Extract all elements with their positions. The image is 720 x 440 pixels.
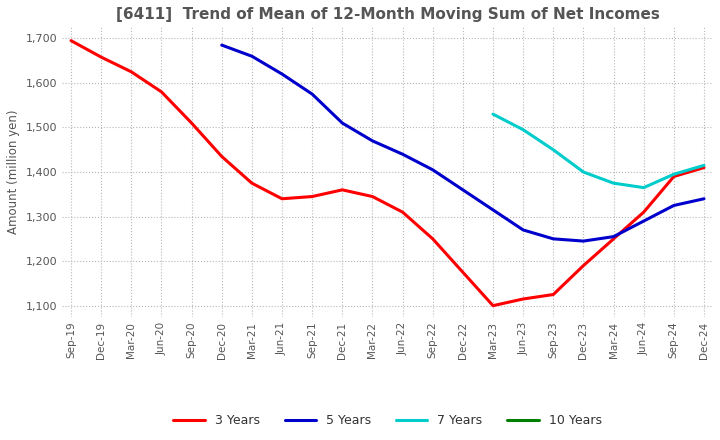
- 5 Years: [489, 207, 498, 213]
- 5 Years: [217, 42, 226, 48]
- 5 Years: [278, 71, 287, 77]
- 5 Years: [398, 152, 407, 157]
- 3 Years: [519, 297, 528, 302]
- 3 Years: [157, 89, 166, 95]
- 7 Years: [489, 111, 498, 117]
- 3 Years: [428, 236, 437, 242]
- 5 Years: [639, 218, 648, 224]
- 3 Years: [187, 121, 196, 126]
- 3 Years: [67, 38, 76, 43]
- Title: [6411]  Trend of Mean of 12-Month Moving Sum of Net Incomes: [6411] Trend of Mean of 12-Month Moving …: [116, 7, 660, 22]
- 3 Years: [338, 187, 346, 192]
- 5 Years: [579, 238, 588, 244]
- 5 Years: [428, 167, 437, 172]
- Line: 5 Years: 5 Years: [222, 45, 704, 241]
- 3 Years: [670, 174, 678, 179]
- 7 Years: [609, 180, 618, 186]
- 5 Years: [338, 121, 346, 126]
- 7 Years: [700, 163, 708, 168]
- 7 Years: [579, 169, 588, 175]
- Line: 3 Years: 3 Years: [71, 40, 704, 306]
- 3 Years: [700, 165, 708, 170]
- 3 Years: [489, 303, 498, 308]
- 3 Years: [248, 180, 256, 186]
- 3 Years: [308, 194, 317, 199]
- 5 Years: [308, 92, 317, 97]
- 3 Years: [398, 209, 407, 215]
- 5 Years: [459, 187, 467, 192]
- Line: 7 Years: 7 Years: [493, 114, 704, 187]
- 5 Years: [670, 203, 678, 208]
- 3 Years: [579, 263, 588, 268]
- 5 Years: [549, 236, 557, 242]
- 5 Years: [248, 54, 256, 59]
- 3 Years: [217, 154, 226, 159]
- 5 Years: [368, 138, 377, 143]
- 3 Years: [549, 292, 557, 297]
- Y-axis label: Amount (million yen): Amount (million yen): [7, 110, 20, 234]
- Legend: 3 Years, 5 Years, 7 Years, 10 Years: 3 Years, 5 Years, 7 Years, 10 Years: [168, 409, 607, 432]
- 5 Years: [700, 196, 708, 202]
- 3 Years: [97, 55, 106, 60]
- 7 Years: [549, 147, 557, 152]
- 3 Years: [639, 209, 648, 215]
- 5 Years: [519, 227, 528, 233]
- 3 Years: [609, 236, 618, 242]
- 7 Years: [670, 172, 678, 177]
- 3 Years: [459, 270, 467, 275]
- 7 Years: [639, 185, 648, 190]
- 3 Years: [278, 196, 287, 202]
- 5 Years: [609, 234, 618, 239]
- 3 Years: [368, 194, 377, 199]
- 3 Years: [127, 69, 135, 74]
- 7 Years: [519, 127, 528, 132]
